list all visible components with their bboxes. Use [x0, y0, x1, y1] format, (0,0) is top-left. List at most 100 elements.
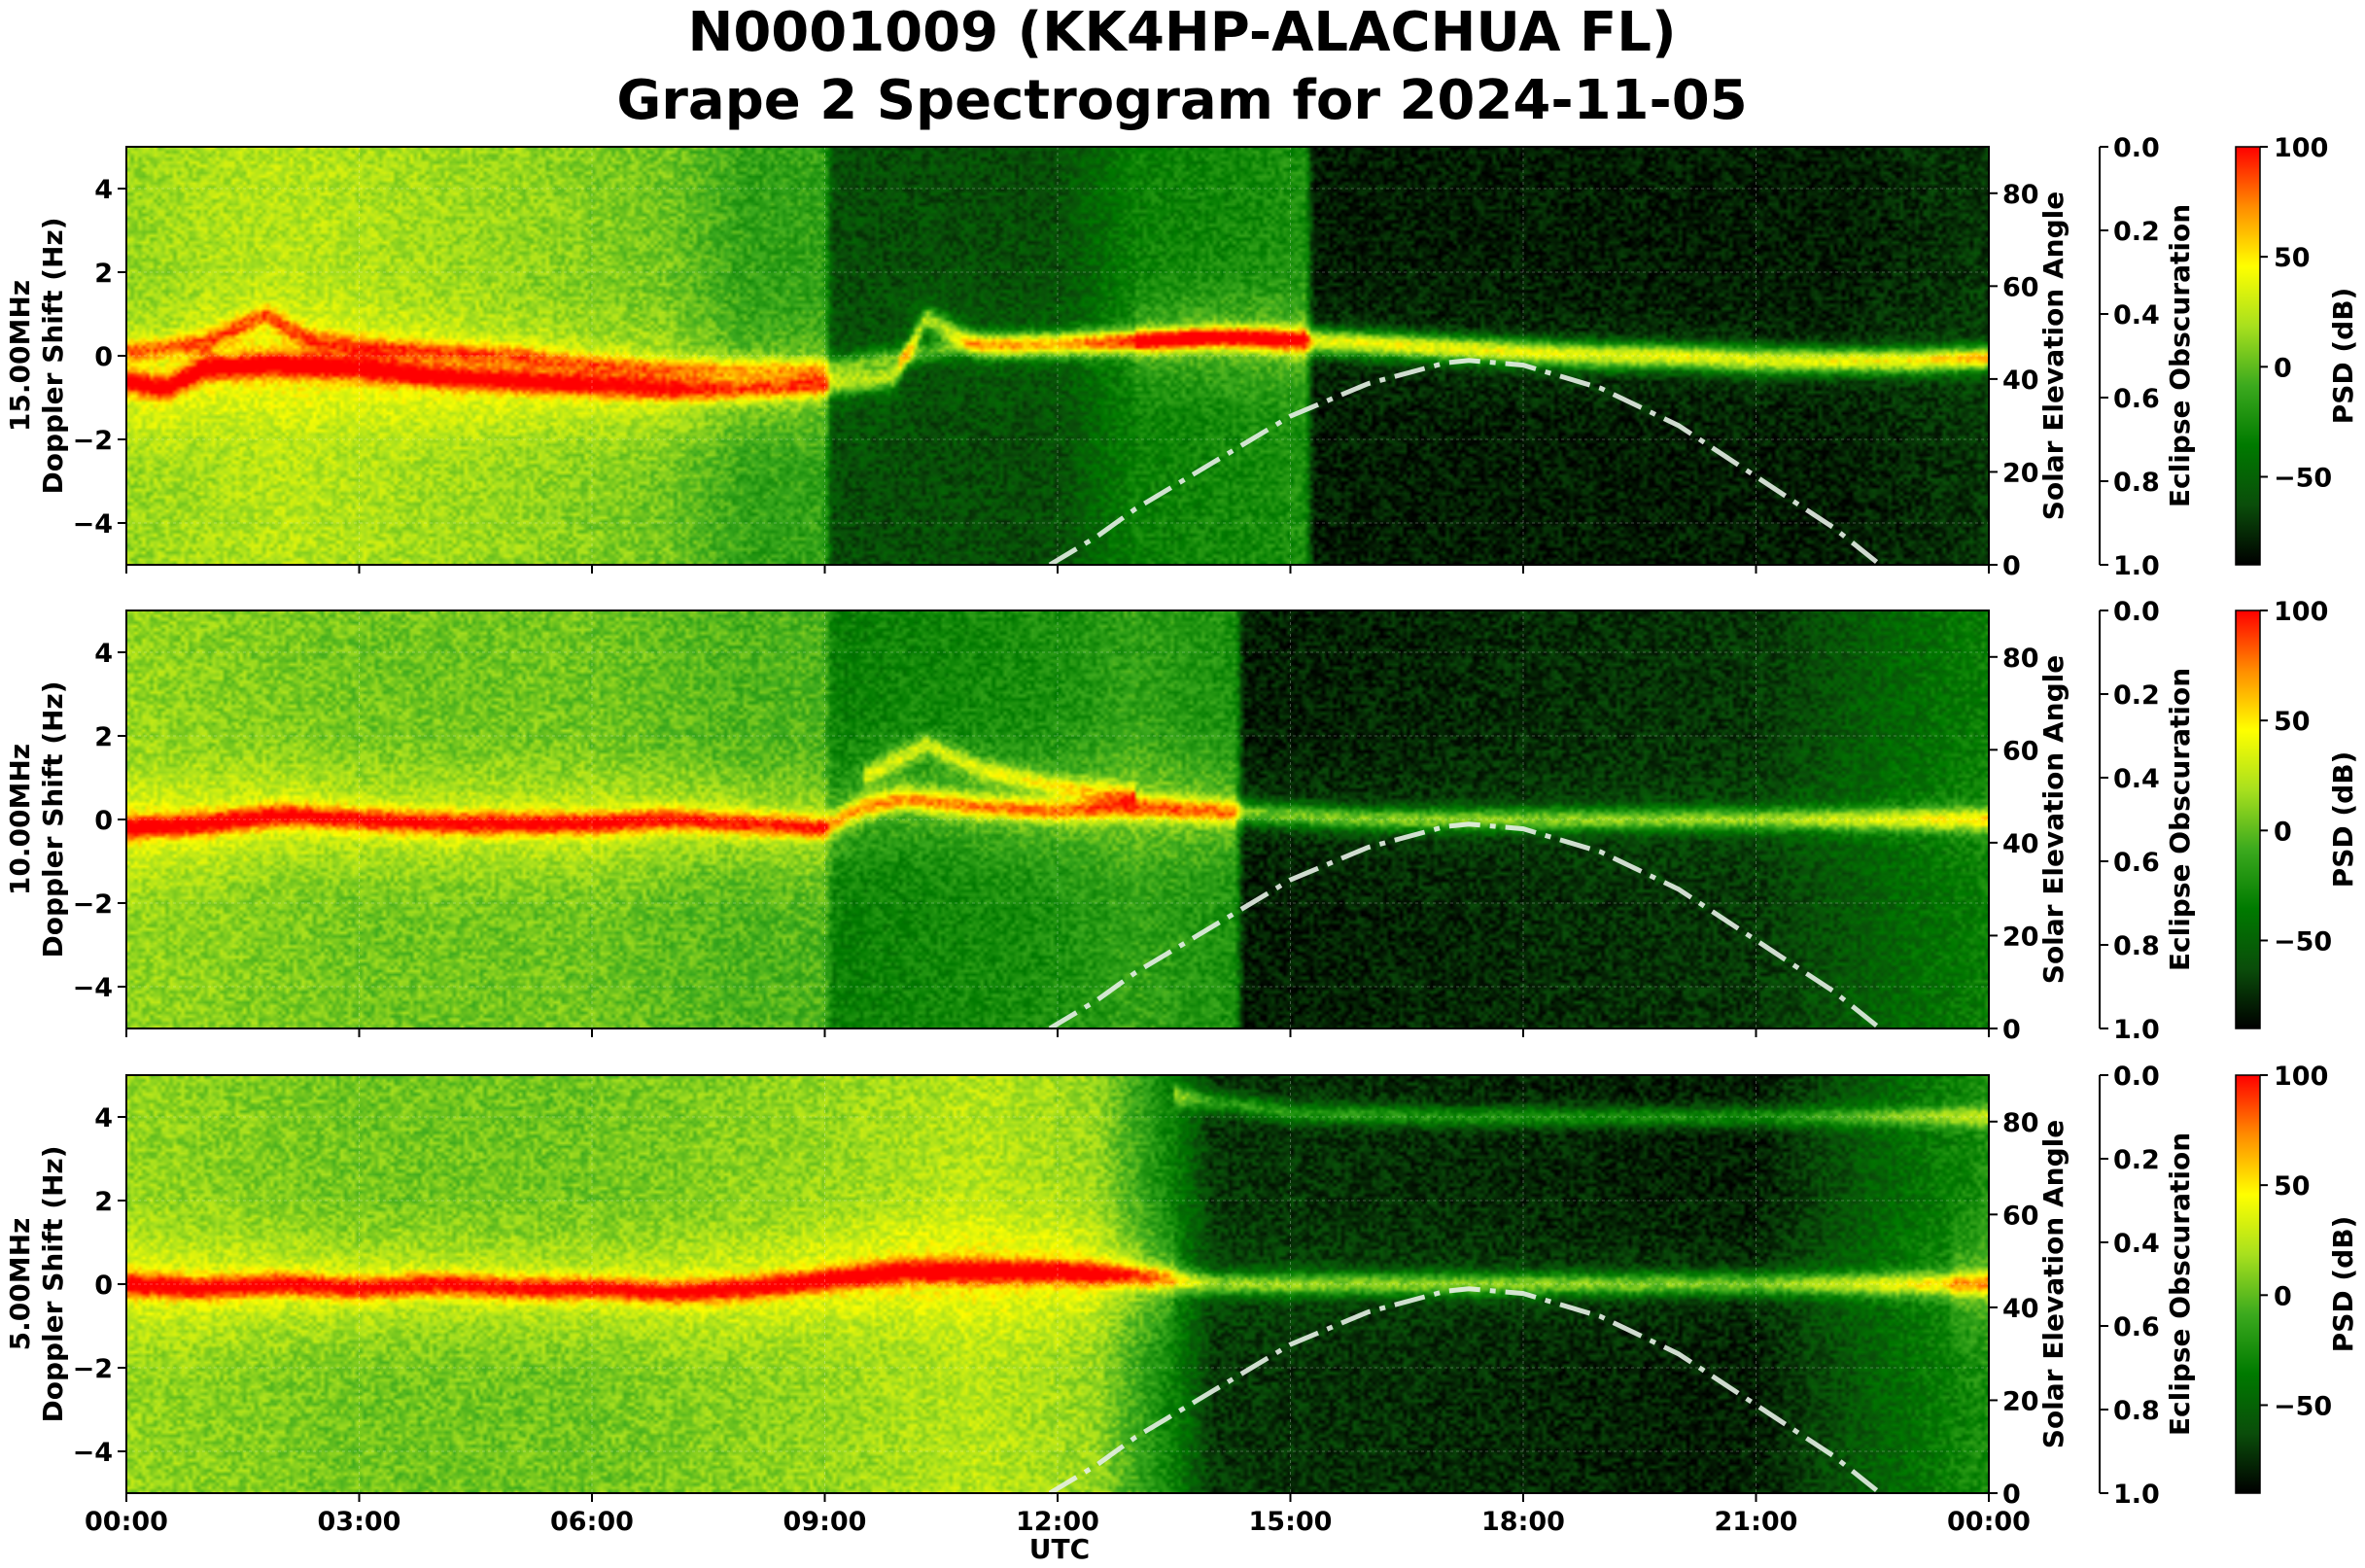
right-tick-label: 80	[2002, 1108, 2039, 1138]
y-axis-label: Doppler Shift (Hz)	[37, 1145, 69, 1422]
y-tick-label: 0	[94, 1271, 113, 1301]
colorbar-tick-label: −50	[2274, 1391, 2332, 1421]
right-tick-label: 0	[2002, 1015, 2021, 1045]
solar-elevation-curve	[1048, 1286, 1882, 1496]
y-tick-label: −2	[73, 889, 113, 920]
right-tick-label: 60	[2002, 1201, 2039, 1231]
x-axis: 00:00 03:00 06:00 09:00 12:00 15:00 18:00 21:00…	[85, 565, 2031, 1537]
right-tick-label: 40	[2002, 366, 2039, 396]
eclipse-tick-label: 0.4	[2113, 764, 2160, 794]
right-tick-label: 40	[2002, 1294, 2039, 1324]
x-tick-label: 03:00	[318, 1507, 401, 1537]
spectrogram-image	[126, 1075, 1989, 1493]
right-tick-label: 60	[2002, 736, 2039, 766]
y-axis-label: Doppler Shift (Hz)	[37, 680, 69, 958]
spectrogram-image	[126, 147, 1989, 565]
eclipse-tick-label: 0.8	[2113, 931, 2160, 961]
x-tick-label: 09:00	[783, 1507, 867, 1537]
y-tick-label: −4	[73, 973, 113, 1003]
right-tick-label: 80	[2002, 644, 2039, 674]
colorbar-label: PSD (dB)	[2327, 1216, 2359, 1353]
frequency-label: 5.00MHz	[4, 1218, 36, 1351]
y-tick-label: −2	[73, 426, 113, 456]
eclipse-tick-label: 0.2	[2113, 1145, 2160, 1175]
figure-title-line1: N0001009 (KK4HP-ALACHUA FL)	[687, 1, 1676, 64]
spectrogram-image	[126, 610, 1989, 1028]
colorbar	[2235, 146, 2261, 566]
right-tick-label: 60	[2002, 272, 2039, 302]
eclipse-tick-label: 0.6	[2113, 384, 2160, 414]
colorbar-tick-label: 0	[2274, 1281, 2292, 1311]
y-tick-label: 0	[94, 342, 113, 372]
panel-15.00MHz: −4 −2 0 2 4 15.00MHz Doppler Shift (Hz) 0 20 40 60…	[4, 133, 2359, 581]
x-tick-label: 18:00	[1481, 1507, 1565, 1537]
eclipse-tick-label: 0.8	[2113, 1396, 2160, 1426]
y-tick-label: 2	[94, 722, 113, 752]
colorbar-tick-label: 50	[2274, 243, 2311, 273]
eclipse-tick-label: 0.0	[2113, 133, 2160, 163]
solar-elevation-label: Solar Elevation Angle	[2037, 1120, 2069, 1448]
solar-elevation-curve	[1048, 821, 1882, 1031]
eclipse-tick-label: 0.6	[2113, 1312, 2160, 1342]
colorbar-label: PSD (dB)	[2327, 288, 2359, 425]
colorbar-tick-label: 0	[2274, 353, 2292, 383]
figure-title-line2: Grape 2 Spectrogram for 2024-11-05	[616, 69, 1747, 132]
colorbar-tick-label: −50	[2274, 463, 2332, 493]
x-tick-label: 00:00	[85, 1507, 168, 1537]
eclipse-tick-label: 0.0	[2113, 1062, 2160, 1092]
solar-elevation-label: Solar Elevation Angle	[2037, 655, 2069, 984]
eclipse-tick-label: 0.4	[2113, 1229, 2160, 1259]
colorbar-label: PSD (dB)	[2327, 751, 2359, 889]
right-tick-label: 0	[2002, 551, 2021, 581]
y-axis-label: Doppler Shift (Hz)	[37, 217, 69, 494]
y-tick-label: 2	[94, 259, 113, 289]
x-tick-label: 00:00	[1947, 1507, 2031, 1537]
x-axis-label: UTC	[1029, 1533, 1090, 1565]
y-tick-label: −4	[73, 1438, 113, 1468]
eclipse-tick-label: 0.4	[2113, 300, 2160, 331]
y-tick-label: 4	[94, 1103, 113, 1133]
eclipse-obscuration-label: Eclipse Obscuration	[2164, 668, 2196, 971]
panel-10.00MHz: −4 −2 0 2 4 10.00MHz Doppler Shift (Hz) 0 20 40 60…	[4, 597, 2359, 1045]
y-tick-label: −2	[73, 1354, 113, 1384]
frequency-label: 10.00MHz	[4, 744, 36, 895]
y-tick-label: 4	[94, 639, 113, 669]
colorbar-tick-label: 50	[2274, 707, 2311, 737]
x-tick-label: 06:00	[550, 1507, 634, 1537]
solar-elevation-curve	[1048, 358, 1882, 568]
eclipse-tick-label: 1.0	[2113, 1480, 2160, 1510]
right-tick-label: 20	[2002, 1386, 2039, 1416]
colorbar-tick-label: −50	[2274, 926, 2332, 957]
eclipse-tick-label: 0.2	[2113, 217, 2160, 247]
eclipse-tick-label: 1.0	[2113, 1015, 2160, 1045]
y-tick-label: 4	[94, 175, 113, 205]
frequency-label: 15.00MHz	[4, 280, 36, 432]
y-tick-label: 0	[94, 806, 113, 836]
colorbar-tick-label: 100	[2274, 133, 2328, 163]
eclipse-obscuration-label: Eclipse Obscuration	[2164, 204, 2196, 507]
eclipse-tick-label: 0.8	[2113, 468, 2160, 498]
eclipse-tick-label: 0.6	[2113, 848, 2160, 878]
eclipse-tick-label: 0.2	[2113, 680, 2160, 711]
x-tick-label: 21:00	[1715, 1507, 1798, 1537]
right-tick-label: 20	[2002, 458, 2039, 488]
eclipse-tick-label: 1.0	[2113, 551, 2160, 581]
solar-elevation-label: Solar Elevation Angle	[2037, 192, 2069, 520]
x-tick-label: 12:00	[1016, 1507, 1099, 1537]
right-tick-label: 0	[2002, 1480, 2021, 1510]
y-tick-label: 2	[94, 1187, 113, 1217]
colorbar-tick-label: 100	[2274, 1062, 2328, 1092]
colorbar-tick-label: 100	[2274, 597, 2328, 627]
x-tick-label: 15:00	[1249, 1507, 1333, 1537]
eclipse-tick-label: 0.0	[2113, 597, 2160, 627]
colorbar-tick-label: 0	[2274, 817, 2292, 847]
right-tick-label: 80	[2002, 180, 2039, 210]
right-tick-label: 40	[2002, 829, 2039, 859]
right-tick-label: 20	[2002, 922, 2039, 952]
colorbar-tick-label: 50	[2274, 1171, 2311, 1202]
panel-5.00MHz: −4 −2 0 2 4 5.00MHz Doppler Shift (Hz) 0 20 40 60 8…	[4, 1062, 2359, 1510]
colorbar	[2235, 1074, 2261, 1494]
y-tick-label: −4	[73, 509, 113, 540]
